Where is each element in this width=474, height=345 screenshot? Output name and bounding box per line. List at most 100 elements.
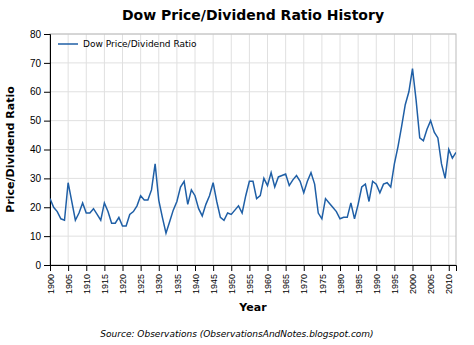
x-tick-label: 1910 xyxy=(82,274,92,294)
grid-line-x xyxy=(430,34,431,265)
grid-line-x xyxy=(394,34,395,265)
x-tick-label: 1950 xyxy=(227,274,237,294)
x-tick: 1950 xyxy=(227,265,237,294)
chart: 1900 1905 1910 1915 1920 1925 1930 1935 1940 1945… xyxy=(0,0,474,345)
series-line xyxy=(50,69,456,234)
x-tick-mark xyxy=(86,265,87,271)
x-tick-label: 1945 xyxy=(209,274,219,294)
y-tick-mark xyxy=(44,178,50,179)
x-tick-mark xyxy=(286,265,287,271)
x-tick-mark xyxy=(159,265,160,271)
y-tick-mark xyxy=(44,121,50,122)
x-tick: 1960 xyxy=(263,265,273,294)
grid-line-x xyxy=(376,34,377,265)
x-tick-label: 1935 xyxy=(173,274,183,294)
y-tick-label: 40 xyxy=(30,144,42,155)
x-tick-mark xyxy=(340,265,341,271)
x-tick: 1940 xyxy=(191,265,201,294)
x-tick-label: 1940 xyxy=(191,274,201,294)
y-tick-mark xyxy=(44,236,50,237)
x-tick-mark xyxy=(394,265,395,271)
x-tick-label: 2000 xyxy=(408,274,418,294)
y-axis-title: Price/Dividend Ratio xyxy=(4,86,17,213)
y-tick: 30 xyxy=(30,173,50,184)
x-tick-mark xyxy=(304,265,305,271)
x-tick: 2010 xyxy=(444,265,454,294)
x-tick-label: 1930 xyxy=(154,274,164,294)
x-tick: 1900 xyxy=(46,265,56,294)
x-tick: 1905 xyxy=(64,265,74,294)
x-tick-label: 1990 xyxy=(372,274,382,294)
legend: Dow Price/Dividend Ratio xyxy=(58,39,197,49)
y-tick-mark xyxy=(44,150,50,151)
y-tick: 10 xyxy=(30,231,50,242)
x-tick: 1935 xyxy=(173,265,183,294)
x-axis: 1900 1905 1910 1915 1920 1925 1930 1935 1940 1945… xyxy=(46,265,457,294)
y-tick: 20 xyxy=(30,202,50,213)
x-tick-label: 1980 xyxy=(336,274,346,294)
annotation: Source: Observations (ObservationsAndNot… xyxy=(100,329,373,339)
x-tick: 1920 xyxy=(118,265,128,294)
grid-line-x xyxy=(122,34,123,265)
grid-line-x xyxy=(86,34,87,265)
legend-swatch xyxy=(58,43,78,45)
grid-line-x xyxy=(195,34,196,265)
y-tick-label: 60 xyxy=(30,86,42,97)
grid-line-x xyxy=(176,34,177,265)
grid-line-y xyxy=(50,120,456,121)
legend-item: Dow Price/Dividend Ratio xyxy=(58,39,197,49)
x-tick-mark xyxy=(413,265,414,271)
x-tick: 1930 xyxy=(154,265,164,294)
x-axis-title: Year xyxy=(238,301,267,314)
x-tick-mark xyxy=(104,265,105,271)
x-tick: 2000 xyxy=(408,265,418,294)
grid-line-x xyxy=(249,34,250,265)
y-axis: 01020304050607080 xyxy=(30,29,51,271)
x-axis-line xyxy=(51,266,457,272)
y-tick-mark xyxy=(44,34,50,35)
y-axis-line xyxy=(44,35,51,266)
grid-line-y xyxy=(50,236,456,237)
y-tick-label: 10 xyxy=(30,231,42,242)
grid-line-y xyxy=(50,62,456,63)
marks xyxy=(50,69,456,234)
grid-line-y xyxy=(50,91,456,92)
x-tick: 1945 xyxy=(209,265,219,294)
x-tick-label: 1915 xyxy=(100,274,110,294)
grid xyxy=(50,34,456,265)
x-tick-mark xyxy=(322,265,323,271)
x-tick-mark xyxy=(195,265,196,271)
x-tick-label: 1985 xyxy=(354,274,364,294)
grid-line-x xyxy=(68,34,69,265)
y-tick-label: 80 xyxy=(30,29,42,40)
x-tick-mark xyxy=(249,265,250,271)
x-tick: 1990 xyxy=(372,265,382,294)
title: Dow Price/Dividend Ratio History xyxy=(122,7,384,23)
x-tick-label: 1955 xyxy=(245,274,255,294)
x-tick-mark xyxy=(449,265,450,271)
y-tick-label: 70 xyxy=(30,58,42,69)
x-tick-label: 1920 xyxy=(118,274,128,294)
y-tick-mark xyxy=(44,265,50,266)
y-tick-mark xyxy=(44,63,50,64)
x-tick-mark xyxy=(123,265,124,271)
x-tick-label: 1960 xyxy=(263,274,273,294)
grid-line-x xyxy=(340,34,341,265)
x-tick: 1985 xyxy=(354,265,364,294)
grid-line-y xyxy=(50,207,456,208)
y-tick-label: 20 xyxy=(30,202,42,213)
x-tick-label: 2010 xyxy=(444,274,454,294)
x-tick: 1965 xyxy=(281,265,291,294)
x-tick-label: 1995 xyxy=(390,274,400,294)
grid-line-x xyxy=(158,34,159,265)
x-tick-label: 1975 xyxy=(318,274,328,294)
x-tick-label: 1925 xyxy=(136,274,146,294)
x-tick: 1915 xyxy=(100,265,110,294)
x-tick-mark xyxy=(213,265,214,271)
x-tick: 1995 xyxy=(390,265,400,294)
y-tick: 60 xyxy=(30,86,50,97)
x-tick-label: 1905 xyxy=(64,274,74,294)
x-tick-mark xyxy=(177,265,178,271)
y-tick-mark xyxy=(44,92,50,93)
legend-label: Dow Price/Dividend Ratio xyxy=(83,39,197,49)
